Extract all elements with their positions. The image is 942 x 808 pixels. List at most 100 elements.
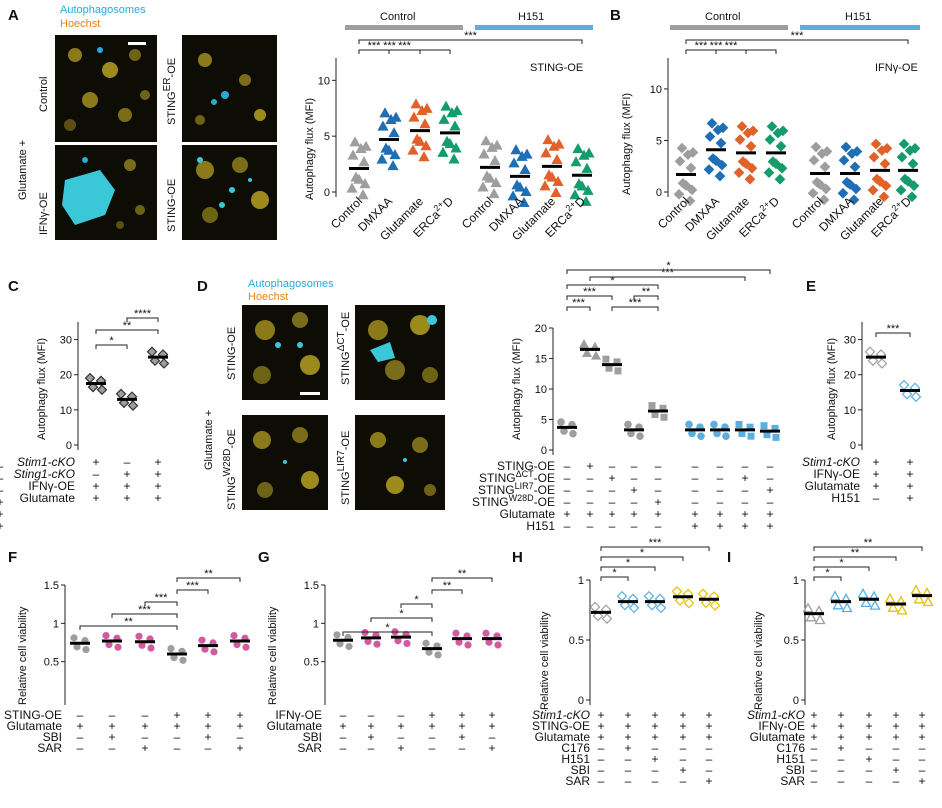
sign-cell: + (0, 495, 4, 509)
sign-cell: – (109, 708, 116, 722)
data-point (887, 601, 899, 612)
data-point (627, 593, 639, 605)
sign-cell: – (811, 741, 818, 755)
data-point (387, 160, 399, 171)
y-tick-label: 0 (793, 695, 799, 707)
sign-cell: + (92, 491, 99, 505)
sign-cell: – (717, 495, 724, 509)
sign-cell: + (741, 507, 748, 521)
plot-i: 00.51******Stim1-cKO + + + + +IFNγ-OE + + + + +Glu… (747, 537, 934, 788)
data-point (418, 151, 430, 162)
row-label: Glutamate (7, 719, 63, 733)
row-label-part: H151 (526, 519, 555, 533)
data-point (687, 147, 699, 158)
data-point (646, 599, 658, 611)
data-point (364, 637, 372, 646)
panel-letter-e: E (806, 278, 816, 295)
data-point (738, 429, 746, 437)
sign-cell: + (236, 708, 243, 722)
data-point (818, 194, 830, 206)
sig-bracket (79, 625, 178, 630)
data-point (906, 191, 918, 203)
sign-cell: – (0, 459, 4, 473)
sign-cell: – (77, 730, 84, 744)
data-point (776, 162, 788, 174)
data-point (158, 358, 170, 369)
sig-bracket (126, 317, 159, 322)
sig-label: * (109, 335, 114, 347)
sign-cell: + (716, 507, 723, 521)
data-point (408, 111, 420, 122)
data-point (550, 186, 562, 197)
data-point (201, 645, 209, 653)
row-label-part: IFNγ-OE (28, 479, 75, 493)
data-point (909, 382, 921, 394)
y-tick-label: 1 (53, 618, 59, 630)
data-point (602, 355, 610, 363)
data-point (572, 143, 584, 154)
y-tick-label: 1.5 (304, 580, 319, 592)
data-point (419, 118, 431, 129)
plot-f: 0.511.5*************STING-OE – – – + + +Glutam… (4, 568, 250, 755)
data-point (745, 140, 757, 152)
sign-cell: – (489, 730, 496, 744)
sig-bracket (370, 617, 433, 622)
sign-cell: – (919, 741, 926, 755)
sign-cell: + (204, 730, 211, 744)
data-point (477, 181, 489, 192)
row-label: SAR (37, 741, 62, 755)
row-label: STING-OE (532, 719, 590, 733)
row-label-part: STING-OE (4, 708, 62, 722)
sign-cell: – (142, 708, 149, 722)
row-label-part: STING (472, 495, 509, 509)
plot-h: 00.51******Stim1-cKO + + + + +STING-OE + + + + +Gl… (532, 537, 721, 788)
group-label-h151: H151 (518, 11, 544, 23)
sign-cell: – (706, 741, 713, 755)
sign-cell: – (459, 741, 466, 755)
data-point (907, 158, 919, 170)
sign-cell: – (866, 741, 873, 755)
sign-cell: – (205, 741, 212, 755)
data-point (394, 637, 402, 645)
data-point (147, 644, 155, 652)
data-point (881, 143, 893, 154)
sign-cell: + (705, 730, 712, 744)
ylabel-h: Relative cell viability (539, 611, 551, 710)
data-point (210, 648, 218, 656)
panel-e: E Autophagy flux (MFI) 0 10 20 30 *** Stim1-c… (802, 278, 922, 505)
sig-label: ** (864, 537, 873, 549)
sign-cell: – (838, 752, 845, 766)
data-point (114, 643, 122, 651)
sig-label: ** (204, 568, 213, 580)
data-point (840, 141, 852, 153)
data-point (233, 640, 241, 649)
data-point (869, 599, 881, 610)
plot-label-sting-oe: STING-OE (530, 62, 583, 74)
sign-cell: + (173, 708, 180, 722)
sig-bracket (358, 39, 583, 44)
sign-cell: – (587, 519, 594, 533)
row-label-part: -OE (534, 471, 555, 485)
sign-cell: – (625, 763, 632, 777)
sign-cell: – (838, 774, 845, 788)
sig-label: ** (851, 547, 860, 559)
sig-bracket (111, 613, 178, 618)
sig-label: *** (398, 40, 412, 52)
data-point (198, 636, 206, 644)
sig-bracket (144, 601, 178, 606)
row-label-part: H151 (776, 752, 805, 766)
sign-cell: + (837, 741, 844, 755)
data-point (539, 180, 551, 191)
sig-bracket (176, 589, 209, 594)
panel-letter-h: H (512, 549, 523, 566)
y-tick-label: 0 (656, 187, 662, 199)
data-point (879, 158, 891, 170)
row-label: H151 (776, 752, 805, 766)
sign-cell: – (0, 471, 4, 485)
data-point (494, 641, 502, 649)
sign-cell: + (892, 719, 899, 733)
data-point (570, 156, 582, 167)
data-point (478, 148, 490, 159)
sign-cell: – (655, 519, 662, 533)
sign-cell: + (108, 730, 115, 744)
